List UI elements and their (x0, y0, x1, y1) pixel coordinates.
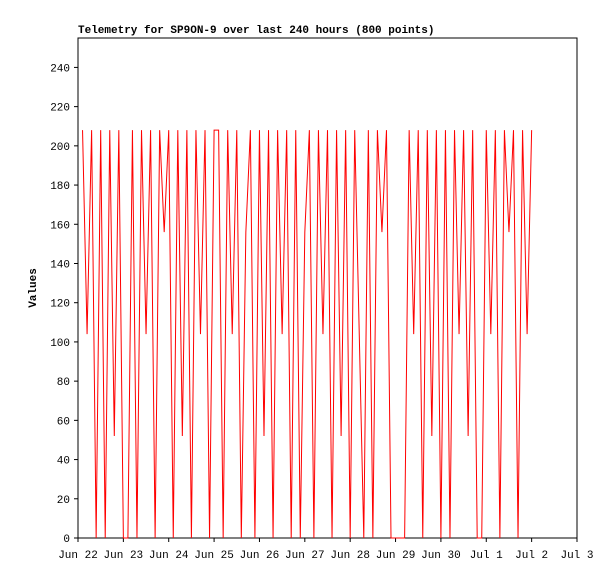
x-tick-label: Jun 29 (376, 550, 416, 562)
y-tick-label: 100 (50, 338, 70, 350)
x-tick-label: Jun 26 (240, 550, 280, 562)
y-tick-label: 160 (50, 220, 70, 232)
y-tick-label: 180 (50, 181, 70, 193)
y-tick-label: 140 (50, 259, 70, 271)
x-tick-label: Jun 28 (330, 550, 370, 562)
x-tick-label: Jun 22 (58, 550, 98, 562)
y-tick-label: 240 (50, 63, 70, 75)
y-tick-label: 200 (50, 142, 70, 154)
x-tick-label: Jun 24 (149, 550, 189, 562)
y-tick-label: 60 (57, 416, 70, 428)
x-tick-label: Jul 2 (515, 550, 548, 562)
chart-title: Telemetry for SP9ON-9 over last 240 hour… (78, 25, 434, 37)
y-tick-label: 0 (63, 534, 70, 546)
plot-frame (77, 37, 578, 539)
x-tick-label: Jun 30 (421, 550, 461, 562)
series-line (82, 129, 533, 539)
x-tick-label: Jun 27 (285, 550, 325, 562)
x-tick-label: Jul 3 (560, 550, 593, 562)
y-tick-label: 80 (57, 377, 70, 389)
x-tick-label: Jul 1 (470, 550, 503, 562)
y-axis-label: Values (28, 268, 40, 308)
y-tick-label: 120 (50, 299, 70, 311)
x-tick-label: Jun 25 (194, 550, 234, 562)
y-tick-label: 220 (50, 103, 70, 115)
y-tick-label: 40 (57, 456, 70, 468)
x-tick-label: Jun 23 (104, 550, 144, 562)
y-tick-label: 20 (57, 495, 70, 507)
